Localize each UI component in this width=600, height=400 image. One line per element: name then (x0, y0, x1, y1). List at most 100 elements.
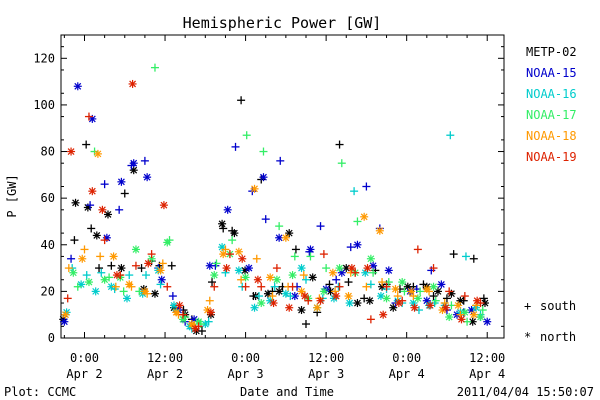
data-point-south (70, 236, 79, 245)
data-point-north (163, 238, 172, 247)
legend-item: NOAA-17 (526, 108, 577, 122)
legend: METP-02 NOAA-15 NOAA-16 NOAA-17 NOAA-18 NOAA-… (526, 45, 577, 164)
marker-legend-symbol: + (524, 299, 531, 313)
data-point-south (210, 282, 219, 291)
data-point-south (353, 217, 362, 226)
data-point-south (369, 268, 378, 277)
data-point-north (92, 231, 101, 240)
data-point-north (98, 205, 107, 214)
data-point-north (306, 245, 315, 254)
data-point-south (80, 245, 89, 254)
x-tick-time-label: 12:00 (469, 351, 505, 365)
data-point-north (285, 303, 294, 312)
data-point-north (103, 210, 112, 219)
data-point-north (150, 289, 159, 298)
data-point-south (125, 271, 134, 280)
data-point-north (394, 299, 403, 308)
data-point-north (140, 287, 149, 296)
legend-item: METP-02 (526, 45, 577, 59)
data-point-south (120, 189, 129, 198)
data-point-north (250, 303, 259, 312)
data-point-north (223, 205, 232, 214)
x-tick-date-label: Apr 2 (147, 367, 183, 381)
data-point-south (478, 306, 487, 315)
x-tick-time-label: 0:00 (392, 351, 421, 365)
data-point-south (322, 264, 331, 273)
data-point-south (469, 254, 478, 263)
data-points (59, 63, 492, 336)
data-point-north (172, 308, 181, 317)
data-point-south (241, 282, 250, 291)
data-point-south (261, 215, 270, 224)
data-point-south (242, 131, 251, 140)
data-point-north (454, 301, 463, 310)
data-point-south (272, 264, 281, 273)
data-point-south (100, 236, 109, 245)
data-point-south (446, 131, 455, 140)
data-point-south (472, 301, 481, 310)
data-point-north (84, 278, 93, 287)
data-point-north (347, 264, 356, 273)
data-point-south (456, 310, 465, 319)
data-point-north (319, 287, 328, 296)
data-point-south (332, 275, 341, 284)
data-point-south (208, 278, 217, 287)
data-point-north (234, 266, 243, 275)
data-point-south (212, 259, 221, 268)
data-point-north (476, 313, 485, 322)
data-point-south (221, 268, 230, 277)
data-point-south (225, 250, 234, 259)
data-point-south (384, 278, 393, 287)
data-point-south (257, 282, 266, 291)
data-point-north (234, 247, 243, 256)
data-point-north (88, 187, 97, 196)
y-tick-label: 100 (33, 98, 55, 112)
data-point-south (351, 268, 360, 277)
data-point-north (384, 266, 393, 275)
data-point-north (353, 240, 362, 249)
data-point-south (344, 278, 353, 287)
data-point-south (219, 224, 228, 233)
x-tick-date-label: Apr 4 (389, 367, 425, 381)
data-point-north (473, 296, 482, 305)
data-point-north (300, 292, 309, 301)
data-point-north (144, 259, 153, 268)
legend-item: NOAA-19 (526, 150, 577, 164)
data-point-north (335, 264, 344, 273)
data-point-south (479, 294, 488, 303)
data-point-south (270, 282, 279, 291)
data-point-south (319, 250, 328, 259)
data-point-south (73, 282, 82, 291)
x-tick-date-label: Apr 2 (66, 367, 102, 381)
data-point-north (483, 317, 492, 326)
data-point-north (316, 296, 325, 305)
data-point-north (398, 278, 407, 287)
data-point-south (140, 156, 149, 165)
data-point-north (275, 233, 284, 242)
data-point-south (288, 282, 297, 291)
data-point-north (297, 306, 306, 315)
data-point-north (437, 280, 446, 289)
data-point-south (131, 261, 140, 270)
data-point-north (468, 317, 477, 326)
data-point-north (269, 299, 278, 308)
data-point-south (115, 205, 124, 214)
data-point-north (253, 275, 262, 284)
data-point-south (147, 250, 156, 259)
data-point-south (228, 236, 237, 245)
data-point-south (366, 280, 375, 289)
data-point-south (137, 264, 146, 273)
data-point-south (156, 280, 165, 289)
data-point-south (337, 159, 346, 168)
data-point-south (150, 63, 159, 72)
y-axis-label: P [GW] (5, 174, 19, 217)
y-tick-label: 40 (41, 238, 55, 252)
data-point-south (163, 282, 172, 291)
data-point-north (285, 229, 294, 238)
data-point-north (391, 285, 400, 294)
data-point-south (96, 252, 105, 261)
data-point-north (61, 310, 70, 319)
data-point-north (230, 229, 239, 238)
data-point-north (117, 264, 126, 273)
